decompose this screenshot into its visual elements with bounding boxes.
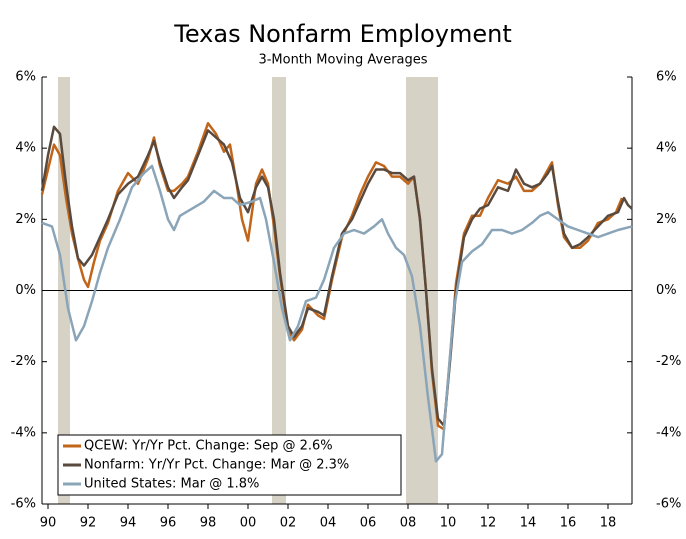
x-tick-label: 06 bbox=[360, 516, 377, 531]
y2-tick-label: -4% bbox=[656, 425, 681, 440]
x-tick-label: 04 bbox=[320, 516, 337, 531]
y2-tick-label: 2% bbox=[656, 212, 677, 227]
x-tick-label: 12 bbox=[480, 516, 497, 531]
x-tick-label: 18 bbox=[600, 516, 617, 531]
x-tick-label: 96 bbox=[160, 516, 177, 531]
chart-subtitle: 3-Month Moving Averages bbox=[258, 53, 427, 68]
y-tick-label: -4% bbox=[11, 425, 36, 440]
series-line bbox=[41, 164, 633, 463]
legend-box bbox=[57, 434, 402, 496]
x-tick-label: 16 bbox=[560, 516, 577, 531]
x-tick-label: 02 bbox=[280, 516, 297, 531]
x-tick-label: 00 bbox=[240, 516, 257, 531]
series-line bbox=[40, 122, 624, 431]
y2-tick-label: -2% bbox=[656, 354, 681, 369]
chart-title: Texas Nonfarm Employment bbox=[173, 20, 512, 48]
y2-tick-label: 4% bbox=[656, 141, 677, 156]
y-tick-label: 0% bbox=[15, 283, 36, 298]
x-tick-label: 08 bbox=[400, 516, 417, 531]
y-tick-label: -6% bbox=[11, 497, 36, 512]
y-tick-label: 2% bbox=[15, 212, 36, 227]
y2-tick-label: 0% bbox=[656, 283, 677, 298]
legend-label: United States: Mar @ 1.8% bbox=[84, 477, 259, 492]
legend-label: QCEW: Yr/Yr Pct. Change: Sep @ 2.6% bbox=[84, 439, 333, 454]
x-tick-label: 10 bbox=[440, 516, 457, 531]
series-line bbox=[40, 125, 633, 427]
x-tick-label: 92 bbox=[80, 516, 97, 531]
legend-label: Nonfarm: Yr/Yr Pct. Change: Mar @ 2.3% bbox=[84, 458, 349, 473]
legend: QCEW: Yr/Yr Pct. Change: Sep @ 2.6% Nonfa… bbox=[57, 434, 402, 496]
x-tick-label: 90 bbox=[40, 516, 57, 531]
x-tick-label: 14 bbox=[520, 516, 537, 531]
y-tick-label: 6% bbox=[15, 70, 36, 85]
y-tick-label: -2% bbox=[11, 354, 36, 369]
y2-tick-label: -6% bbox=[656, 497, 681, 512]
x-tick-label: 94 bbox=[120, 516, 137, 531]
y2-tick-label: 6% bbox=[656, 70, 677, 85]
x-tick-label: 98 bbox=[200, 516, 217, 531]
y-tick-label: 4% bbox=[15, 141, 36, 156]
